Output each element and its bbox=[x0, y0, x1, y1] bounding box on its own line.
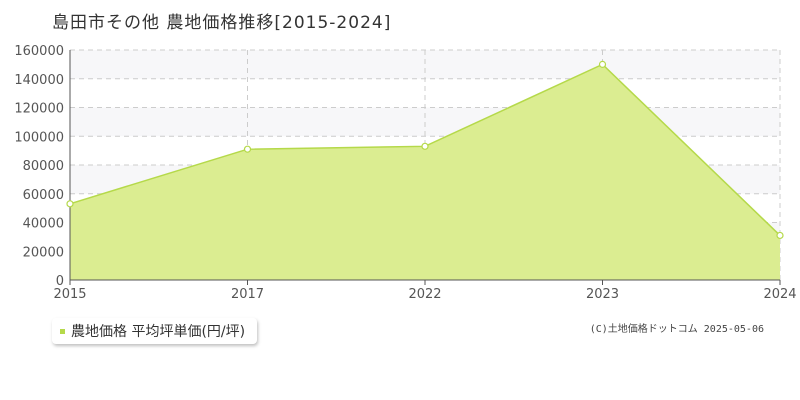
series-area bbox=[70, 64, 780, 280]
y-tick-label: 60000 bbox=[23, 188, 64, 203]
x-tick-label: 2024 bbox=[763, 287, 796, 302]
legend-swatch bbox=[60, 328, 65, 334]
axes bbox=[69, 50, 781, 285]
y-tick-label: 80000 bbox=[23, 159, 64, 174]
data-point bbox=[776, 231, 784, 240]
data-point bbox=[66, 200, 74, 208]
data-point bbox=[598, 60, 607, 68]
legend: 農地価格 平均坪単価(円/坪) bbox=[52, 318, 258, 344]
chart-title: 島田市その他 農地価格推移[2015-2024] bbox=[52, 13, 392, 33]
y-tick-label: 0 bbox=[56, 274, 64, 289]
y-tick-label: 140000 bbox=[14, 73, 64, 88]
data-point bbox=[243, 145, 252, 153]
data-point bbox=[421, 142, 429, 150]
y-tick-label: 20000 bbox=[23, 245, 64, 260]
y-tick-label: 160000 bbox=[14, 44, 64, 59]
x-tick-labels: 2015 2017 2022 2023 2024 bbox=[53, 287, 796, 302]
data-points bbox=[66, 60, 784, 240]
y-tick-label: 100000 bbox=[14, 130, 64, 145]
plot-band bbox=[70, 78, 780, 108]
x-tick-label: 2017 bbox=[231, 287, 264, 302]
copyright: (C)土地価格ドットコム 2025-05-06 bbox=[589, 324, 764, 335]
y-tick-labels: 0 20000 40000 60000 80000 100000 120000 140000 1… bbox=[14, 44, 64, 289]
x-tick-label: 2023 bbox=[586, 287, 619, 302]
x-tick-label: 2015 bbox=[53, 287, 86, 302]
legend-label: 農地価格 平均坪単価(円/坪) bbox=[71, 324, 246, 340]
y-tick-label: 40000 bbox=[23, 217, 64, 232]
x-tick-label: 2022 bbox=[408, 287, 441, 302]
y-tick-label: 120000 bbox=[14, 102, 64, 117]
